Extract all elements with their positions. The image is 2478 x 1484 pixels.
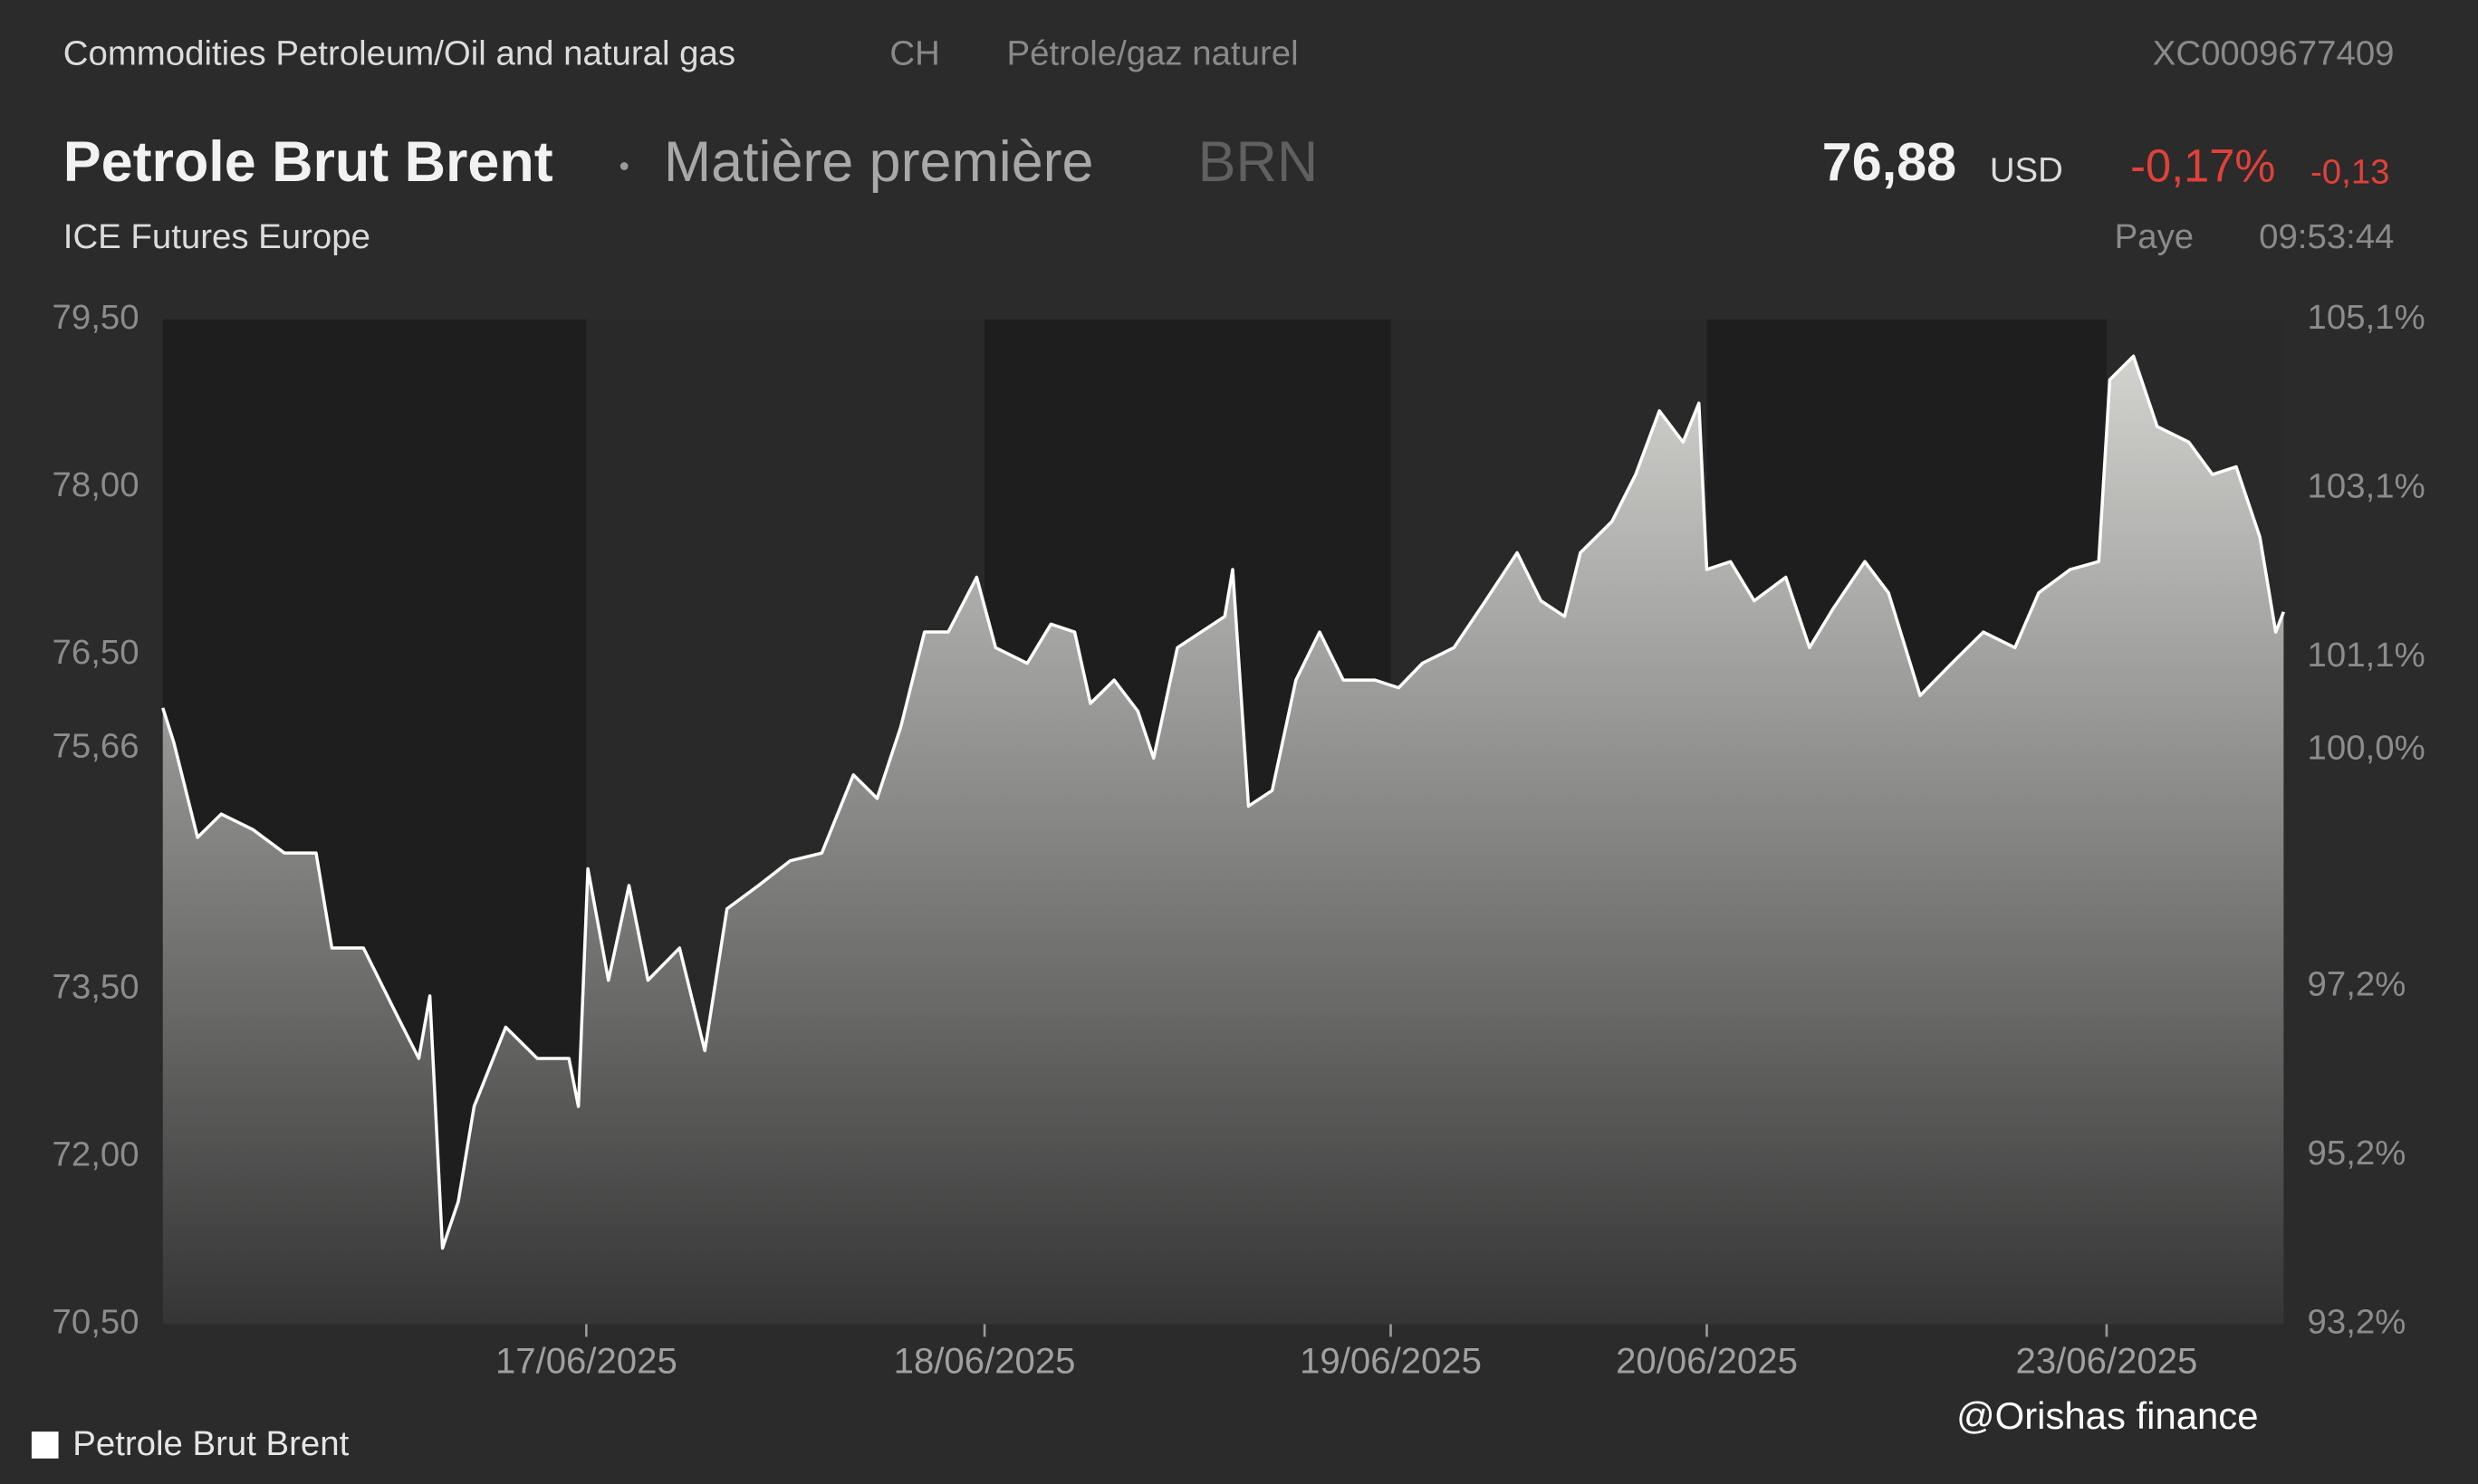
- y2-tick-label: 97,2%: [2308, 965, 2406, 1004]
- legend-label: Petrole Brut Brent: [72, 1424, 349, 1463]
- x-tick-label: 20/06/2025: [1616, 1341, 1798, 1382]
- symbol: BRN: [1198, 130, 1319, 194]
- y2-tick-label: 93,2%: [2308, 1303, 2406, 1342]
- plot-area: 70,50 72,00 73,50 75,66 76,50 78,00 79,50 93,2%…: [53, 298, 2425, 1382]
- y-tick-label: 72,00: [53, 1135, 139, 1174]
- x-tick-label: 19/06/2025: [1300, 1341, 1482, 1382]
- y-tick-label: 76,50: [53, 633, 139, 672]
- isin: XC0009677409: [2153, 34, 2395, 72]
- y2-tick-label: 95,2%: [2308, 1134, 2406, 1173]
- country: CH: [889, 34, 939, 72]
- change-pct: -0,17%: [2130, 139, 2275, 191]
- y-tick-label: 75,66: [53, 726, 139, 765]
- y2-tick-label: 100,0%: [2308, 728, 2425, 767]
- chart-title: Petrole Brut Brent: [63, 130, 553, 194]
- price-line: [161, 354, 2286, 1250]
- price: 76,88: [1822, 131, 1956, 192]
- currency: USD: [1990, 151, 2063, 190]
- y-tick-label: 73,50: [53, 968, 139, 1007]
- local-name: Pétrole/gaz naturel: [1007, 34, 1299, 72]
- x-tick-label: 18/06/2025: [894, 1341, 1076, 1382]
- watermark: @Orishas finance: [1956, 1394, 2258, 1437]
- area-fill: [162, 356, 2284, 1325]
- y2-tick-label: 101,1%: [2308, 636, 2425, 675]
- time: 09:53:44: [2259, 217, 2394, 256]
- x-tick-label: 23/06/2025: [2016, 1341, 2198, 1382]
- status: Paye: [2115, 217, 2194, 256]
- y2-tick-label: 103,1%: [2308, 466, 2425, 505]
- exchange: ICE Futures Europe: [63, 217, 370, 256]
- y2-tick-label: 105,1%: [2308, 298, 2425, 337]
- y-tick-label: 78,00: [53, 465, 139, 504]
- subtitle: Matière première: [664, 130, 1094, 194]
- legend-swatch: [31, 1431, 59, 1459]
- x-tick-label: 17/06/2025: [495, 1341, 677, 1382]
- breadcrumb: Commodities Petroleum/Oil and natural ga…: [63, 34, 735, 72]
- change: -0,13: [2310, 152, 2389, 191]
- y-tick-label: 79,50: [53, 298, 139, 337]
- separator: [620, 162, 629, 170]
- y-tick-label: 70,50: [53, 1303, 139, 1342]
